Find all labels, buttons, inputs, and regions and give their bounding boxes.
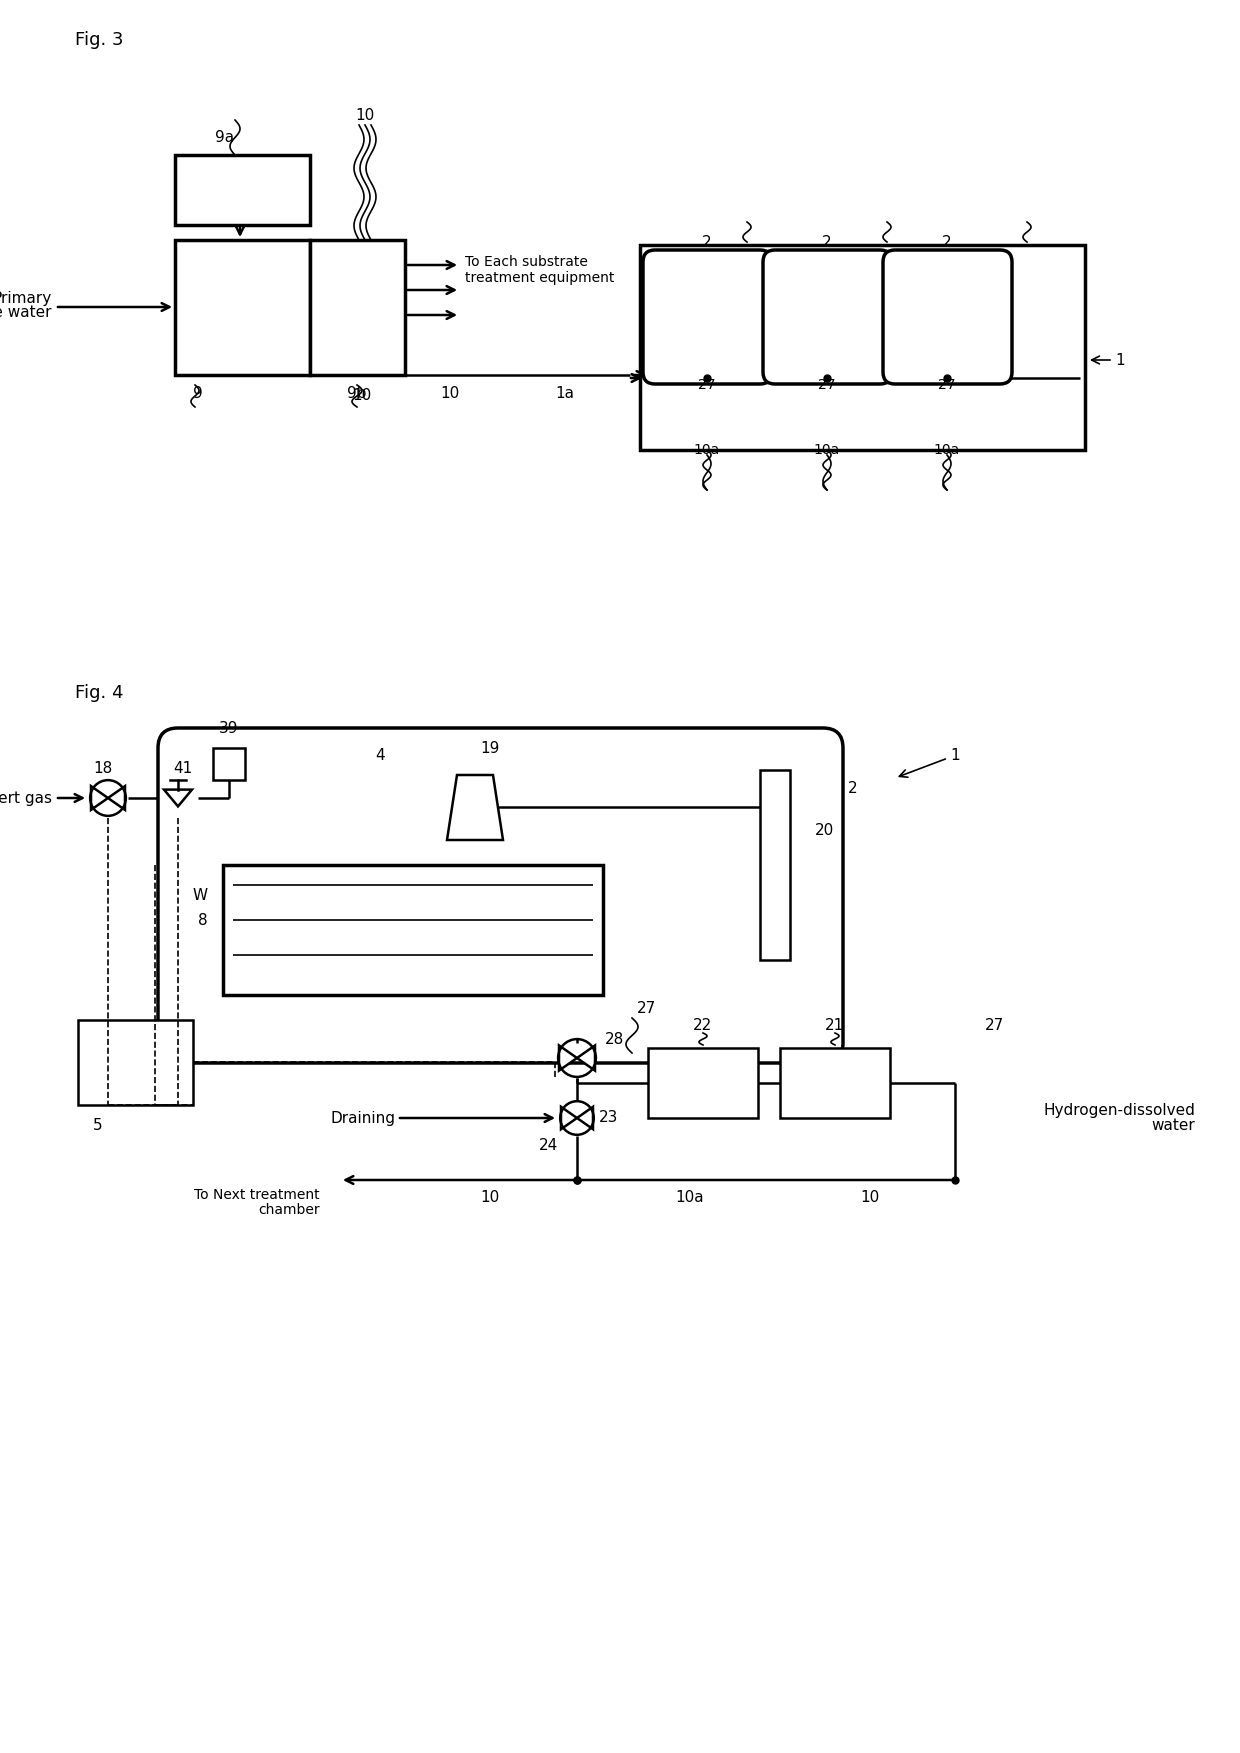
Text: 22: 22: [693, 1018, 713, 1034]
Polygon shape: [164, 789, 192, 806]
Text: treatment equipment: treatment equipment: [465, 272, 614, 286]
Text: Fig. 4: Fig. 4: [74, 684, 124, 701]
Polygon shape: [577, 1106, 593, 1129]
FancyBboxPatch shape: [644, 251, 773, 384]
Text: 23: 23: [599, 1110, 619, 1125]
Text: 24: 24: [539, 1138, 559, 1153]
Text: 10a: 10a: [813, 444, 841, 458]
Bar: [213, 749, 246, 780]
Text: Primary: Primary: [0, 291, 52, 305]
Text: 10: 10: [480, 1190, 500, 1206]
FancyBboxPatch shape: [763, 251, 892, 384]
Text: 39: 39: [219, 720, 239, 736]
FancyBboxPatch shape: [883, 251, 1012, 384]
Text: Inert gas: Inert gas: [0, 791, 52, 805]
Text: 2: 2: [942, 235, 952, 249]
Text: 9: 9: [193, 386, 203, 400]
Bar: [310, 240, 405, 375]
Text: 10a: 10a: [934, 444, 960, 458]
Bar: [780, 1048, 890, 1118]
Bar: [640, 245, 1085, 451]
Text: 27: 27: [637, 1001, 656, 1015]
Text: 1: 1: [1115, 352, 1125, 368]
Text: 2: 2: [822, 235, 832, 249]
Text: 19: 19: [480, 740, 500, 756]
Text: 5: 5: [93, 1117, 103, 1132]
Text: Fig. 3: Fig. 3: [74, 32, 124, 49]
Bar: [175, 154, 310, 224]
Polygon shape: [559, 1045, 577, 1071]
Polygon shape: [108, 785, 125, 810]
Text: Draining: Draining: [330, 1110, 396, 1125]
Text: 28: 28: [605, 1033, 624, 1048]
Bar: [649, 1048, 758, 1118]
Text: To Each substrate: To Each substrate: [465, 254, 588, 268]
Text: 10a: 10a: [694, 444, 720, 458]
Text: pure water: pure water: [0, 305, 52, 319]
Text: 4: 4: [376, 747, 384, 763]
Text: 8: 8: [198, 913, 208, 927]
Text: 2: 2: [848, 780, 858, 796]
Text: 9a: 9a: [216, 130, 234, 144]
Text: 27: 27: [985, 1018, 1004, 1034]
Text: Hydrogen-dissolved: Hydrogen-dissolved: [1043, 1103, 1195, 1117]
Text: 9b: 9b: [347, 386, 367, 400]
Text: 27: 27: [698, 379, 715, 393]
Bar: [223, 864, 603, 996]
Text: 10: 10: [356, 107, 374, 123]
Polygon shape: [577, 1045, 595, 1071]
Text: 41: 41: [174, 761, 192, 775]
Text: 20: 20: [815, 822, 835, 838]
Text: 1a: 1a: [556, 386, 574, 400]
Text: 1: 1: [950, 747, 960, 763]
Text: 27: 27: [939, 379, 956, 393]
Text: 27: 27: [818, 379, 836, 393]
Polygon shape: [446, 775, 503, 840]
Text: 10: 10: [352, 387, 372, 403]
Text: To Next treatment: To Next treatment: [195, 1189, 320, 1203]
Text: 10a: 10a: [676, 1190, 704, 1206]
Text: 10: 10: [861, 1190, 879, 1206]
Bar: [175, 240, 310, 375]
FancyBboxPatch shape: [157, 727, 843, 1062]
Text: chamber: chamber: [258, 1203, 320, 1217]
Bar: [78, 1020, 193, 1104]
Bar: [760, 770, 790, 961]
Text: W: W: [193, 887, 208, 903]
Text: 2: 2: [702, 235, 712, 249]
Text: 21: 21: [826, 1018, 844, 1034]
Polygon shape: [560, 1106, 577, 1129]
Text: water: water: [1151, 1117, 1195, 1132]
Text: 18: 18: [93, 761, 113, 775]
Text: 10: 10: [440, 386, 460, 400]
Polygon shape: [91, 785, 108, 810]
